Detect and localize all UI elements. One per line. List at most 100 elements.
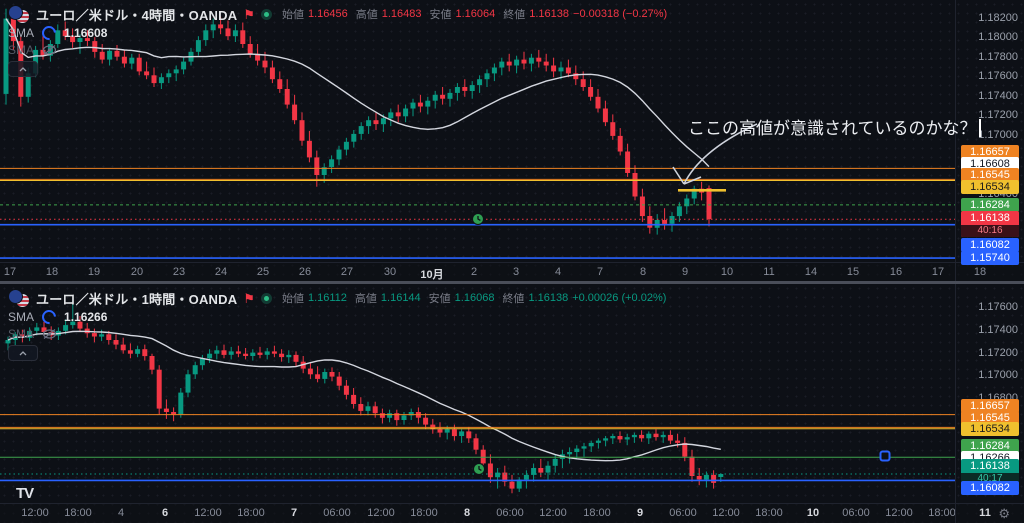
eye-off-icon[interactable] (42, 44, 57, 56)
sma-label: SMA (8, 309, 35, 324)
candle-body (121, 56, 127, 64)
flag-icon[interactable]: ⚑ (243, 290, 255, 306)
candle-body (321, 167, 327, 175)
time-axis-label: 18:00 (755, 507, 783, 519)
candle-body (506, 61, 512, 66)
candle-body (706, 188, 712, 220)
time-axis-4h[interactable]: 17 18 19 20 23 24 25 26 27 30 10月 2 3 4 7 8 9 10 11 14 15 16 1… (0, 262, 1024, 281)
sma-hidden-row[interactable]: SMA (8, 325, 666, 342)
candle-body (425, 100, 431, 107)
candle-body (538, 468, 544, 473)
time-axis-label: 9 (681, 266, 689, 278)
candle-body (653, 433, 659, 438)
swing-high-highlight[interactable] (678, 189, 726, 192)
arrow-barb (672, 166, 685, 185)
sma-hidden-row[interactable]: SMA (8, 41, 667, 58)
open-label: 始値 (281, 293, 304, 305)
chart-pane-1h[interactable]: ユーロ／米ドル・1時間・OANDA ⚑ 始値 1.16112 高値 1.16144 … (0, 284, 1024, 523)
time-axis-label: 16 (889, 266, 903, 278)
symbol-title[interactable]: ユーロ／米ドル・4時間・OANDA (36, 7, 238, 23)
price-axis-1h[interactable]: 1.176001.174001.172001.170001.168001.164… (955, 284, 1024, 523)
candle-body (257, 352, 263, 355)
candlestick-plot-1h[interactable] (0, 284, 956, 503)
line-selection-handle[interactable] (879, 450, 891, 462)
candle-body (232, 30, 238, 37)
time-axis-1h[interactable]: ⚙ 12:00 18:00 4 6 12:00 18:00 7 06:00 12:00 18:00… (0, 503, 1024, 523)
price-axis-badge: 1.16082 (961, 481, 1019, 495)
sma-line[interactable] (5, 18, 710, 168)
candle-body (379, 413, 385, 418)
candle-body (19, 334, 25, 338)
candle-body (113, 340, 119, 345)
badge-price: 1.15740 (970, 252, 1010, 264)
price-tick: 1.17200 (978, 109, 1018, 121)
candle-body (662, 220, 668, 224)
candle-body (149, 356, 155, 370)
candlestick-plot-4h[interactable] (0, 0, 956, 262)
price-axis-badge: 1.15740 (961, 251, 1019, 265)
candle-body (63, 325, 69, 331)
candle-body (62, 30, 68, 37)
time-axis-settings-gear-icon[interactable]: ⚙ (998, 506, 1010, 521)
candle-body (195, 40, 201, 52)
market-status-icon[interactable] (260, 8, 272, 20)
price-tick: 1.17600 (978, 70, 1018, 82)
candle-body (77, 321, 83, 329)
candle-body (142, 349, 148, 357)
annotation-arrow[interactable] (672, 123, 758, 185)
symbol-title[interactable]: ユーロ／米ドル・1時間・OANDA (36, 291, 238, 307)
candle-body (394, 413, 400, 421)
chart-annotation-text[interactable]: ここの高値が意識されているのかな？ (688, 114, 981, 139)
sma-indicator-row[interactable]: SMA 1.16608 (8, 22, 667, 43)
tradingview-logo[interactable]: TV (16, 485, 34, 502)
candle-body (610, 436, 616, 439)
candle-body (523, 474, 529, 480)
candle-body (454, 87, 460, 93)
candle-body (437, 429, 443, 433)
price-axis-badge: 1.16138 40:17 (961, 459, 1019, 485)
candle-body (417, 102, 423, 107)
candle-body (255, 53, 261, 61)
candle-body (631, 434, 637, 438)
candle-body (580, 79, 586, 87)
pane-separator[interactable] (0, 281, 1024, 284)
candle-body (262, 60, 268, 68)
high-label: 高値 (354, 293, 377, 305)
candle-body (696, 476, 702, 480)
eye-off-icon[interactable] (42, 328, 57, 340)
candle-body (228, 351, 234, 355)
chart-pane-4h[interactable]: ユーロ／米ドル・4時間・OANDA ⚑ 始値 1.16456 高値 1.16483 … (0, 0, 1024, 281)
candle-body (682, 442, 688, 457)
time-axis-label: 19 (87, 266, 101, 278)
badge-price: 1.16657 (970, 400, 1010, 412)
candle-body (639, 434, 645, 439)
candle-body (358, 126, 364, 134)
time-axis-label: 06:00 (323, 507, 351, 519)
close-value: 1.16138 (528, 292, 569, 304)
collapse-legend-button[interactable] (8, 345, 38, 361)
price-axis-4h[interactable]: 1.18200 1.18000 1.17800 1.17600 1.17400 1.172… (955, 0, 1024, 281)
price-alert-icon[interactable] (473, 463, 485, 475)
candle-body (484, 73, 490, 80)
time-axis-label: 18:00 (237, 507, 265, 519)
candle-body (25, 73, 31, 97)
price-alert-icon[interactable] (472, 213, 484, 225)
candle-body (277, 79, 283, 89)
badge-price: 1.16138 (970, 460, 1010, 472)
sma-line[interactable] (7, 330, 721, 462)
candle-body (459, 431, 465, 436)
sma-indicator-row[interactable]: SMA 1.16266 (8, 306, 666, 327)
candle-body (366, 120, 372, 127)
flag-icon[interactable]: ⚑ (243, 6, 255, 22)
collapse-legend-button[interactable] (8, 61, 38, 77)
time-axis-label: 10 (806, 507, 820, 519)
candle-body (279, 353, 285, 358)
candle-body (691, 188, 697, 199)
market-status-icon[interactable] (260, 292, 272, 304)
time-axis-label: 20 (130, 266, 144, 278)
candle-body (329, 159, 335, 168)
badge-price: 1.16545 (970, 412, 1010, 424)
candle-body (536, 57, 542, 62)
candle-body (166, 73, 172, 78)
candle-body (34, 327, 40, 331)
